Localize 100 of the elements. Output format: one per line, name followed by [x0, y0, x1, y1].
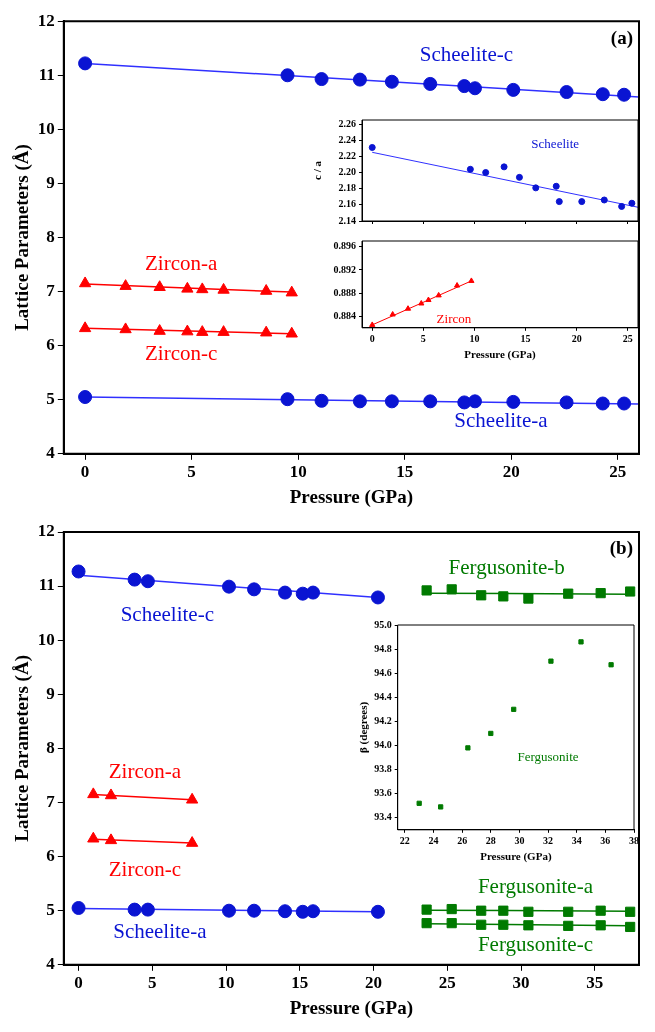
point — [247, 582, 262, 597]
y-tick-label: 12 — [37, 521, 55, 541]
x-tick-label: 20 — [571, 333, 582, 345]
point — [468, 277, 475, 283]
x-tick-label: 38 — [629, 835, 639, 847]
point — [498, 591, 509, 602]
y-tick-label: 93.6 — [374, 787, 392, 799]
point — [446, 903, 457, 915]
y-tick-label: 2.22 — [338, 149, 356, 161]
y-tick-label: 0.896 — [333, 240, 356, 252]
y-axis-title: Lattice Parameters (Å) — [11, 655, 34, 842]
point — [181, 281, 194, 293]
point — [488, 730, 494, 737]
series-label: Zircon-a — [144, 251, 218, 276]
point — [466, 165, 474, 173]
point — [628, 199, 636, 207]
point — [600, 196, 608, 204]
point — [595, 396, 610, 411]
series-label: Zircon-c — [108, 856, 182, 881]
point — [523, 906, 534, 917]
point — [418, 300, 425, 306]
x-axis-title: Pressure (GPa) — [464, 348, 537, 362]
point — [506, 82, 521, 97]
point — [369, 321, 376, 327]
point — [467, 394, 482, 409]
x-tick-label: 34 — [571, 835, 582, 847]
y-tick-label: 0.892 — [333, 263, 356, 275]
point — [78, 321, 92, 333]
point — [617, 87, 632, 102]
y-tick-label: 0.884 — [333, 309, 356, 321]
point — [104, 833, 118, 845]
point — [280, 392, 295, 407]
y-tick-label: 94.8 — [374, 642, 392, 654]
point — [127, 572, 142, 587]
annotation: (a) — [610, 26, 633, 49]
x-tick-label: 10 — [217, 973, 235, 993]
y-tick-label: 7 — [46, 280, 56, 300]
point — [221, 903, 236, 918]
point — [578, 198, 586, 206]
point — [384, 394, 399, 409]
point — [498, 905, 509, 916]
point — [476, 590, 487, 601]
point — [119, 279, 132, 290]
point — [389, 310, 396, 317]
y-tick-label: 2.14 — [338, 214, 356, 226]
point — [515, 173, 523, 181]
x-tick-label: 15 — [291, 973, 309, 993]
y-tick-label: 93.8 — [374, 763, 392, 775]
point — [476, 905, 487, 916]
point — [618, 202, 626, 210]
point — [438, 804, 444, 810]
x-axis-title: Pressure (GPa) — [480, 850, 552, 864]
y-tick-label: 2.16 — [338, 198, 356, 210]
point — [421, 918, 432, 929]
point — [217, 282, 230, 294]
point — [595, 905, 606, 916]
point — [87, 831, 100, 843]
point — [595, 588, 606, 599]
y-tick-label: 0.888 — [333, 286, 356, 298]
point — [78, 276, 92, 288]
x-tick-label: 10 — [289, 462, 307, 482]
point — [446, 584, 457, 595]
text: Scheelite — [531, 135, 580, 151]
point — [352, 394, 367, 409]
point — [153, 324, 166, 335]
y-tick-label: 6 — [46, 845, 55, 865]
point — [416, 800, 422, 806]
point — [368, 143, 376, 151]
y-tick-label: 9 — [46, 172, 55, 192]
point — [625, 921, 636, 933]
point — [476, 919, 487, 930]
x-tick-label: 25 — [609, 462, 627, 482]
series-label: Zircon-c — [144, 340, 218, 365]
x-tick-label: 22 — [399, 835, 410, 847]
point — [446, 918, 457, 929]
y-tick-label: 7 — [46, 791, 56, 811]
point — [423, 394, 438, 409]
x-tick-label: 28 — [485, 835, 496, 847]
annotation: (b) — [609, 537, 633, 560]
point — [306, 585, 321, 600]
x-tick-label: 32 — [543, 835, 554, 847]
point — [196, 325, 209, 336]
point — [71, 564, 86, 579]
y-tick-label: 2.18 — [338, 182, 356, 194]
point — [314, 393, 329, 408]
x-tick-label: 30 — [512, 973, 530, 993]
series-label: Scheelite-c — [120, 602, 214, 627]
point — [153, 280, 166, 291]
y-axis-title: Lattice Parameters (Å) — [11, 144, 34, 331]
point — [140, 574, 155, 589]
y-tick-label: 94.0 — [374, 739, 392, 751]
series-label: Fergusonite-a — [477, 874, 594, 899]
point — [552, 182, 560, 190]
point — [532, 184, 540, 192]
y-tick-label: 2.24 — [338, 133, 356, 145]
y-tick-label: 94.6 — [374, 666, 392, 678]
point — [453, 282, 461, 288]
point — [384, 74, 399, 89]
point — [87, 787, 100, 799]
x-tick-label: 5 — [148, 973, 157, 993]
